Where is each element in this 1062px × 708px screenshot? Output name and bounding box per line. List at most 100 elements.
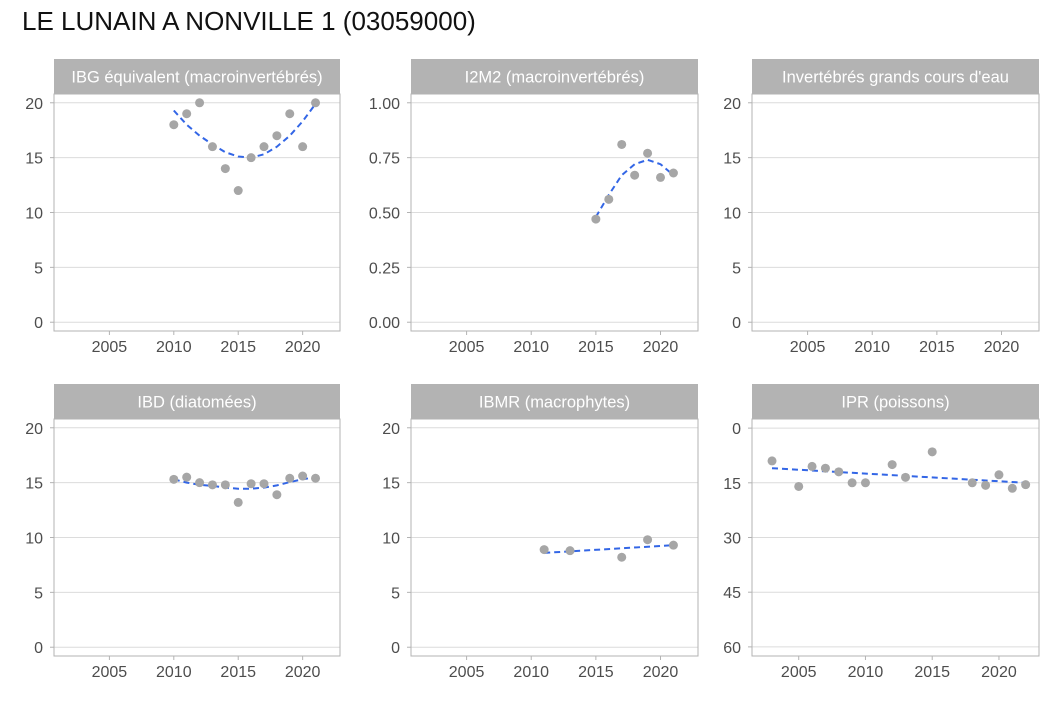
- data-point: [539, 545, 549, 555]
- y-tick-label: 60: [723, 640, 741, 657]
- y-tick-label: 10: [25, 531, 43, 548]
- y-tick-label: 5: [391, 585, 400, 602]
- x-tick-label: 2020: [285, 664, 321, 681]
- x-tick-label: 2005: [92, 339, 128, 356]
- x-tick-label: 2010: [513, 664, 549, 681]
- facet-title: Invertébrés grands cours d'eau: [782, 69, 1009, 87]
- data-point: [220, 480, 230, 490]
- y-tick-label: 0.25: [369, 260, 400, 277]
- data-point: [182, 109, 192, 119]
- x-tick-label: 2005: [449, 339, 485, 356]
- x-tick-label: 2015: [578, 664, 614, 681]
- y-tick-label: 0: [732, 315, 741, 332]
- y-tick-label: 5: [732, 260, 741, 277]
- x-tick-label: 2005: [92, 664, 128, 681]
- data-point: [847, 478, 857, 488]
- facet-title: IBG équivalent (macroinvertébrés): [71, 69, 322, 87]
- facet-strip: [411, 384, 698, 419]
- data-point: [617, 139, 627, 149]
- y-tick-label: 20: [25, 96, 43, 113]
- y-tick-label: 0.50: [369, 206, 400, 223]
- data-point: [656, 172, 666, 182]
- data-point: [311, 98, 321, 108]
- facet-panel-2: I2M2 (macroinvertébrés) 0.00 0.25 0.50 0.75 1…: [369, 59, 699, 356]
- y-tick-label: 15: [382, 476, 400, 493]
- x-tick-label: 2015: [914, 664, 950, 681]
- data-point: [604, 194, 614, 204]
- facet-title: I2M2 (macroinvertébrés): [465, 69, 645, 87]
- data-point: [794, 481, 804, 491]
- x-tick-label: 2010: [156, 339, 192, 356]
- x-tick-label: 2020: [285, 339, 321, 356]
- y-tick-label: 15: [723, 476, 741, 493]
- facet-title: IBMR (macrophytes): [479, 394, 630, 412]
- facet-title: IPR (poissons): [841, 394, 949, 412]
- facet-panel-1: IBG équivalent (macroinvertébrés) 0 5 10 15 2…: [25, 59, 341, 356]
- data-point: [767, 456, 777, 466]
- data-point: [195, 98, 205, 108]
- data-point: [272, 131, 282, 141]
- data-point: [259, 479, 269, 489]
- data-point: [246, 479, 256, 489]
- facet-title: IBD (diatomées): [137, 394, 256, 412]
- data-point: [668, 168, 678, 178]
- data-point: [617, 552, 627, 562]
- x-tick-label: 2015: [919, 339, 955, 356]
- y-tick-label: 15: [25, 476, 43, 493]
- y-tick-label: 0: [34, 640, 43, 657]
- data-point: [233, 186, 243, 196]
- data-point: [820, 463, 830, 473]
- data-point: [630, 170, 640, 180]
- data-point: [233, 497, 243, 507]
- data-point: [927, 447, 937, 457]
- x-tick-label: 2005: [449, 664, 485, 681]
- data-point: [182, 472, 192, 482]
- data-point: [591, 214, 601, 224]
- x-tick-label: 2020: [643, 339, 679, 356]
- y-tick-label: 30: [723, 531, 741, 548]
- data-point: [901, 472, 911, 482]
- data-point: [887, 460, 897, 470]
- data-point: [967, 478, 977, 488]
- data-point: [860, 478, 870, 488]
- x-tick-label: 2020: [984, 339, 1020, 356]
- data-point: [285, 473, 295, 483]
- x-tick-label: 2010: [156, 664, 192, 681]
- data-point: [220, 164, 230, 174]
- facet-strip: [752, 384, 1039, 419]
- data-point: [298, 471, 308, 481]
- x-tick-label: 2010: [848, 664, 884, 681]
- y-tick-label: 0.00: [369, 315, 400, 332]
- data-point: [298, 142, 308, 152]
- facet-strip: [752, 59, 1039, 94]
- data-point: [643, 148, 653, 158]
- page-title: LE LUNAIN A NONVILLE 1 (03059000): [22, 6, 476, 36]
- facet-strip: [54, 59, 340, 94]
- data-point: [169, 120, 179, 130]
- facet-panel-6: IPR (poissons) 0 15 30 45 60 2005 2010 2015 2020: [723, 384, 1040, 681]
- data-point: [565, 546, 575, 556]
- y-tick-label: 0: [34, 315, 43, 332]
- y-tick-label: 5: [34, 260, 43, 277]
- x-tick-label: 2020: [643, 664, 679, 681]
- data-point: [1021, 480, 1031, 490]
- y-tick-label: 0: [732, 421, 741, 438]
- data-point: [207, 142, 217, 152]
- x-tick-label: 2015: [220, 339, 256, 356]
- x-tick-label: 2015: [578, 339, 614, 356]
- y-tick-label: 0.75: [369, 151, 400, 168]
- trend-line: [173, 103, 317, 159]
- x-tick-label: 2020: [981, 664, 1017, 681]
- y-tick-label: 1.00: [369, 96, 400, 113]
- data-point: [311, 473, 321, 483]
- facet-panel-3: Invertébrés grands cours d'eau0510152020…: [723, 59, 1040, 356]
- facet-panel-5: IBMR (macrophytes) 0 5 10 15 20 2005 2010 2015 20…: [382, 384, 699, 681]
- data-point: [1007, 483, 1017, 493]
- y-tick-label: 5: [34, 585, 43, 602]
- data-point: [668, 540, 678, 550]
- data-point: [994, 470, 1004, 480]
- x-tick-label: 2010: [854, 339, 890, 356]
- x-tick-label: 2015: [220, 664, 256, 681]
- data-point: [246, 153, 256, 163]
